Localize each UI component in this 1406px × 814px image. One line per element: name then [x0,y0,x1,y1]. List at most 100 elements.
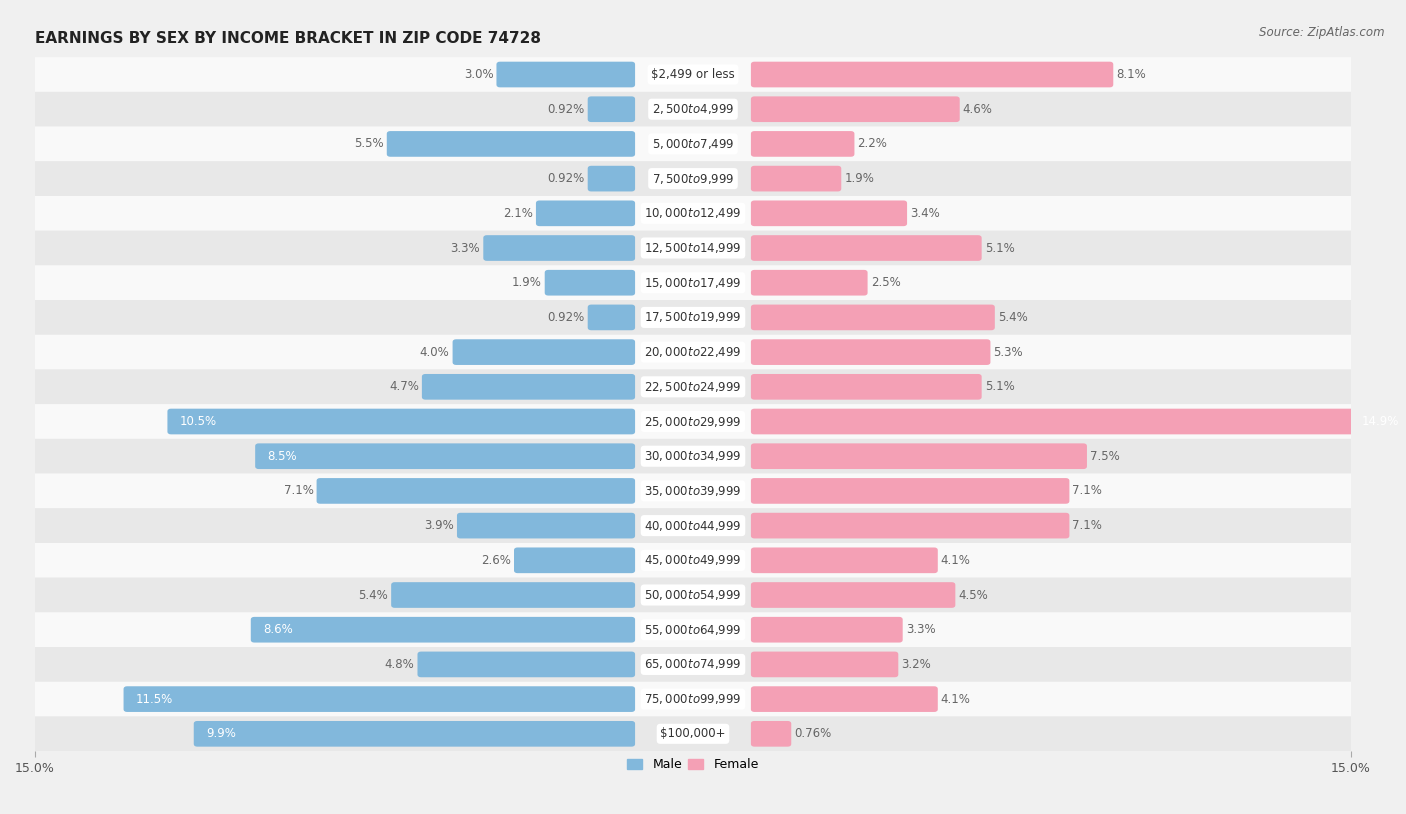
Text: 0.92%: 0.92% [547,172,585,185]
Text: $100,000+: $100,000+ [661,728,725,740]
Text: $10,000 to $12,499: $10,000 to $12,499 [644,206,742,221]
Text: 3.4%: 3.4% [910,207,939,220]
FancyBboxPatch shape [316,478,636,504]
FancyBboxPatch shape [35,612,1351,647]
Text: $20,000 to $22,499: $20,000 to $22,499 [644,345,742,359]
FancyBboxPatch shape [391,582,636,608]
FancyBboxPatch shape [35,230,1351,265]
FancyBboxPatch shape [751,721,792,746]
Text: 5.5%: 5.5% [354,138,384,151]
FancyBboxPatch shape [35,265,1351,300]
Text: $40,000 to $44,999: $40,000 to $44,999 [644,519,742,532]
Text: 5.1%: 5.1% [984,380,1015,393]
FancyBboxPatch shape [35,300,1351,335]
Text: $7,500 to $9,999: $7,500 to $9,999 [652,172,734,186]
FancyBboxPatch shape [751,548,938,573]
FancyBboxPatch shape [588,166,636,191]
FancyBboxPatch shape [35,126,1351,161]
FancyBboxPatch shape [35,196,1351,230]
FancyBboxPatch shape [515,548,636,573]
FancyBboxPatch shape [751,235,981,260]
Text: 3.9%: 3.9% [425,519,454,532]
Text: $55,000 to $64,999: $55,000 to $64,999 [644,623,742,637]
FancyBboxPatch shape [194,721,636,746]
Text: 10.5%: 10.5% [180,415,217,428]
Text: Source: ZipAtlas.com: Source: ZipAtlas.com [1260,26,1385,39]
FancyBboxPatch shape [35,543,1351,578]
Text: $15,000 to $17,499: $15,000 to $17,499 [644,276,742,290]
FancyBboxPatch shape [35,508,1351,543]
FancyBboxPatch shape [588,96,636,122]
Text: 7.1%: 7.1% [1073,519,1102,532]
Text: 0.92%: 0.92% [547,311,585,324]
FancyBboxPatch shape [35,92,1351,126]
Text: 4.8%: 4.8% [385,658,415,671]
Text: EARNINGS BY SEX BY INCOME BRACKET IN ZIP CODE 74728: EARNINGS BY SEX BY INCOME BRACKET IN ZIP… [35,31,541,46]
FancyBboxPatch shape [422,374,636,400]
Text: 0.76%: 0.76% [794,728,831,740]
FancyBboxPatch shape [751,617,903,642]
Text: 5.1%: 5.1% [984,242,1015,255]
Text: $22,500 to $24,999: $22,500 to $24,999 [644,380,742,394]
FancyBboxPatch shape [751,131,855,157]
Text: $45,000 to $49,999: $45,000 to $49,999 [644,554,742,567]
FancyBboxPatch shape [387,131,636,157]
Text: 8.6%: 8.6% [263,624,292,637]
FancyBboxPatch shape [453,339,636,365]
Text: 1.9%: 1.9% [512,276,541,289]
Text: 14.9%: 14.9% [1362,415,1399,428]
Text: 7.1%: 7.1% [1073,484,1102,497]
FancyBboxPatch shape [751,96,960,122]
FancyBboxPatch shape [35,370,1351,405]
FancyBboxPatch shape [751,582,955,608]
FancyBboxPatch shape [751,339,990,365]
FancyBboxPatch shape [35,716,1351,751]
FancyBboxPatch shape [418,651,636,677]
Text: 2.2%: 2.2% [858,138,887,151]
Text: 3.3%: 3.3% [905,624,935,637]
FancyBboxPatch shape [35,405,1351,439]
Text: 4.6%: 4.6% [963,103,993,116]
Text: $12,500 to $14,999: $12,500 to $14,999 [644,241,742,255]
FancyBboxPatch shape [751,62,1114,87]
FancyBboxPatch shape [751,374,981,400]
FancyBboxPatch shape [35,335,1351,370]
Text: 3.0%: 3.0% [464,68,494,81]
FancyBboxPatch shape [751,513,1070,538]
Text: 8.1%: 8.1% [1116,68,1146,81]
FancyBboxPatch shape [536,200,636,226]
Text: 2.1%: 2.1% [503,207,533,220]
FancyBboxPatch shape [35,439,1351,474]
FancyBboxPatch shape [751,200,907,226]
Text: $35,000 to $39,999: $35,000 to $39,999 [644,484,742,498]
Text: $17,500 to $19,999: $17,500 to $19,999 [644,310,742,325]
Text: 2.5%: 2.5% [870,276,900,289]
FancyBboxPatch shape [751,304,995,330]
Text: 11.5%: 11.5% [136,693,173,706]
Text: 4.0%: 4.0% [420,346,450,359]
FancyBboxPatch shape [496,62,636,87]
Legend: Male, Female: Male, Female [623,753,763,776]
Text: $5,000 to $7,499: $5,000 to $7,499 [652,137,734,151]
Text: 5.3%: 5.3% [994,346,1024,359]
Text: $25,000 to $29,999: $25,000 to $29,999 [644,414,741,428]
FancyBboxPatch shape [35,682,1351,716]
Text: $30,000 to $34,999: $30,000 to $34,999 [644,449,742,463]
FancyBboxPatch shape [484,235,636,260]
Text: 5.4%: 5.4% [998,311,1028,324]
Text: 0.92%: 0.92% [547,103,585,116]
Text: 4.1%: 4.1% [941,693,970,706]
Text: $2,499 or less: $2,499 or less [651,68,735,81]
FancyBboxPatch shape [35,161,1351,196]
Text: 2.6%: 2.6% [481,554,510,567]
FancyBboxPatch shape [751,270,868,295]
FancyBboxPatch shape [35,474,1351,508]
FancyBboxPatch shape [751,686,938,712]
FancyBboxPatch shape [254,444,636,469]
FancyBboxPatch shape [250,617,636,642]
Text: $2,500 to $4,999: $2,500 to $4,999 [652,103,734,116]
Text: 5.4%: 5.4% [359,589,388,602]
Text: 1.9%: 1.9% [845,172,875,185]
FancyBboxPatch shape [544,270,636,295]
FancyBboxPatch shape [35,578,1351,612]
